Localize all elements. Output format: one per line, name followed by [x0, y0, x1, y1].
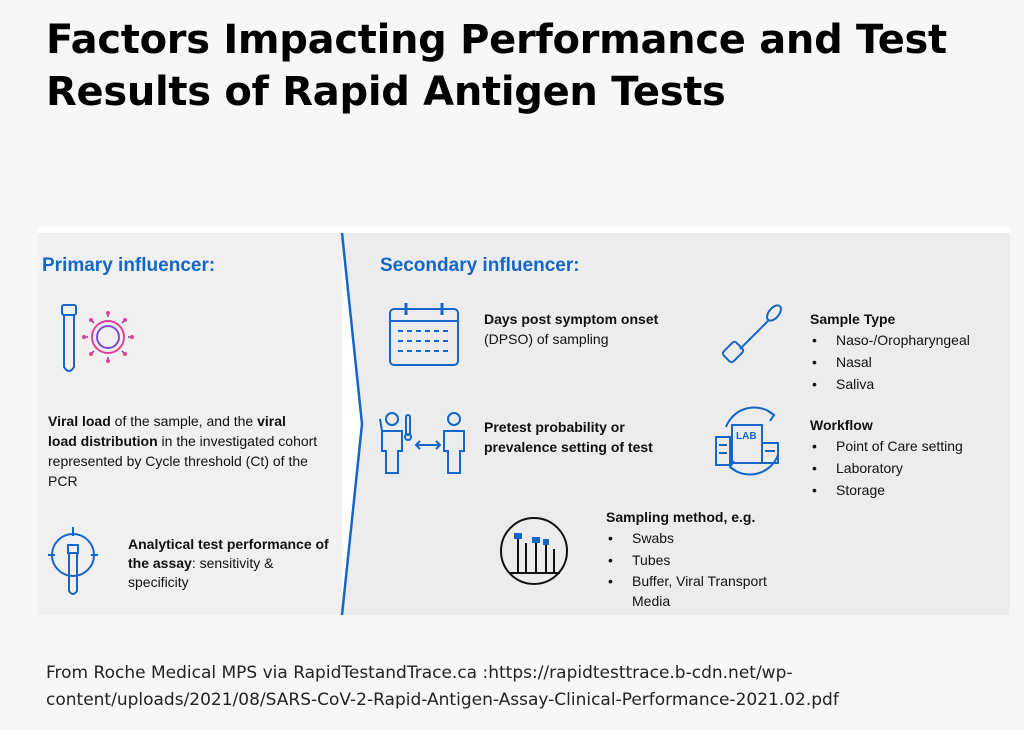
- lab-cycle-icon: LAB: [715, 406, 779, 476]
- list-item: Point of Care setting: [810, 435, 1000, 457]
- test-tube-virus-icon: [61, 304, 134, 372]
- list-item: Naso-/Oropharyngeal: [810, 329, 1000, 351]
- sample-type-title: Sample Type: [810, 311, 896, 327]
- viral-load-text: Viral load of the sample, and the viral …: [48, 413, 318, 489]
- title-line-2: Results of Rapid Antigen Tests: [46, 69, 726, 115]
- calendar-icon: [389, 303, 459, 366]
- pretest-text: Pretest probability or prevalence settin…: [484, 419, 653, 455]
- infographic-panel: Primary influencer: Viral load of the: [38, 227, 1010, 615]
- footer-line-1: From Roche Medical MPS via RapidTestandT…: [46, 663, 793, 683]
- svg-text:LAB: LAB: [736, 431, 757, 442]
- workflow-title: Workflow: [810, 417, 873, 433]
- sampling-title: Sampling method, e.g.: [606, 509, 756, 525]
- sample-type-block: Sample Type Naso-/Oropharyngeal Nasal Sa…: [810, 309, 1000, 395]
- title-line-1: Factors Impacting Performance and Test: [46, 17, 947, 63]
- list-item: Nasal: [810, 351, 1000, 373]
- source-footer: From Roche Medical MPS via RapidTestandT…: [46, 660, 1006, 714]
- list-item: Swabs: [606, 527, 806, 549]
- virus-icon: [82, 311, 134, 363]
- test-tubes-icon: [500, 517, 568, 585]
- workflow-block: Workflow Point of Care setting Laborator…: [810, 415, 1000, 501]
- swab-icon: [721, 304, 782, 364]
- page-title: Factors Impacting Performance and Test R…: [46, 14, 1006, 118]
- secondary-heading: Secondary influencer:: [380, 255, 580, 276]
- people-arrow-icon: [379, 412, 465, 474]
- dpso-text: Days post symptom onset (DPSO) of samplin…: [484, 311, 659, 347]
- list-item: Tubes: [606, 549, 806, 571]
- sampling-block: Sampling method, e.g. Swabs Tubes Buffer…: [606, 507, 806, 611]
- test-tube-icon: [61, 304, 77, 372]
- list-item: Buffer, Viral Transport Media: [606, 571, 806, 611]
- target-tube-icon: [48, 527, 98, 595]
- list-item: Storage: [810, 479, 1000, 501]
- analytical-text: Analytical test performance of the assay…: [128, 536, 329, 590]
- primary-heading: Primary influencer:: [42, 255, 216, 276]
- list-item: Saliva: [810, 373, 1000, 395]
- list-item: Laboratory: [810, 457, 1000, 479]
- footer-line-2: content/uploads/2021/08/SARS-CoV-2-Rapid…: [46, 690, 839, 710]
